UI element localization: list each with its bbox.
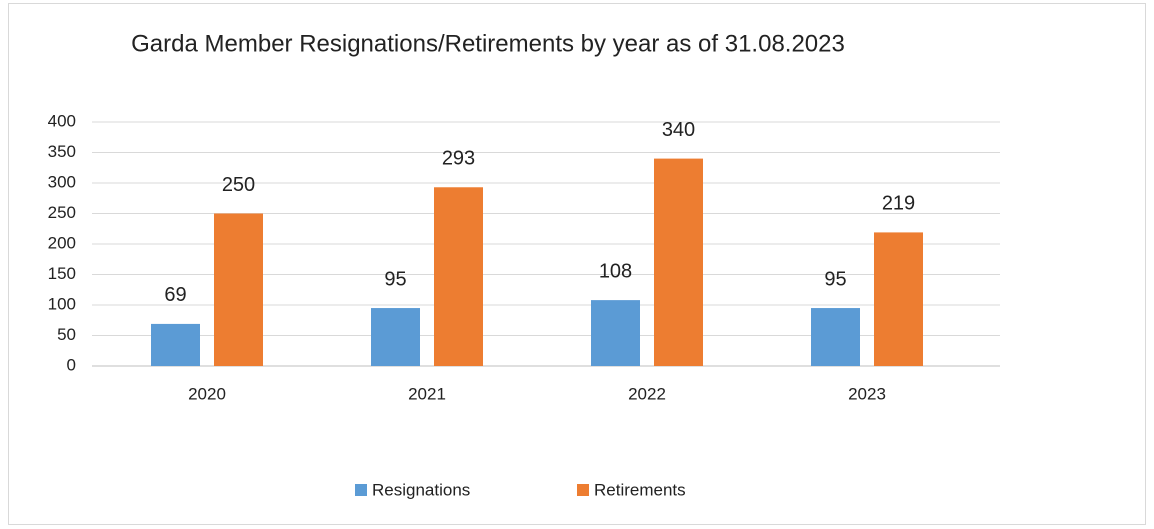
data-label: 108 [599, 260, 632, 282]
legend-swatch [577, 484, 589, 496]
data-label: 250 [222, 174, 255, 196]
y-tick-label: 400 [48, 111, 76, 130]
data-label: 69 [164, 284, 186, 306]
y-tick-label: 0 [67, 355, 76, 374]
bar [371, 308, 420, 366]
x-tick-label: 2021 [408, 384, 446, 403]
data-label: 95 [824, 268, 846, 290]
y-tick-label: 200 [48, 233, 76, 252]
y-tick-label: 150 [48, 264, 76, 283]
data-label: 95 [384, 268, 406, 290]
y-tick-label: 50 [57, 325, 76, 344]
x-tick-label: 2020 [188, 384, 226, 403]
bar [654, 158, 703, 366]
bar [214, 213, 263, 366]
y-tick-label: 100 [48, 294, 76, 313]
chart-title: Garda Member Resignations/Retirements by… [131, 30, 845, 57]
legend-label: Retirements [594, 480, 686, 499]
bar [591, 300, 640, 366]
chart-border [8, 3, 1146, 525]
legend-label: Resignations [372, 480, 470, 499]
data-label: 219 [882, 193, 915, 215]
bar [151, 323, 200, 366]
data-label: 293 [442, 148, 475, 170]
legend-swatch [355, 484, 367, 496]
y-tick-label: 300 [48, 172, 76, 191]
bar [434, 187, 483, 366]
x-tick-label: 2022 [628, 384, 666, 403]
y-tick-label: 350 [48, 142, 76, 161]
y-tick-label: 250 [48, 203, 76, 222]
data-label: 340 [662, 119, 695, 141]
bar [874, 232, 923, 366]
x-tick-label: 2023 [848, 384, 886, 403]
bar [811, 308, 860, 366]
